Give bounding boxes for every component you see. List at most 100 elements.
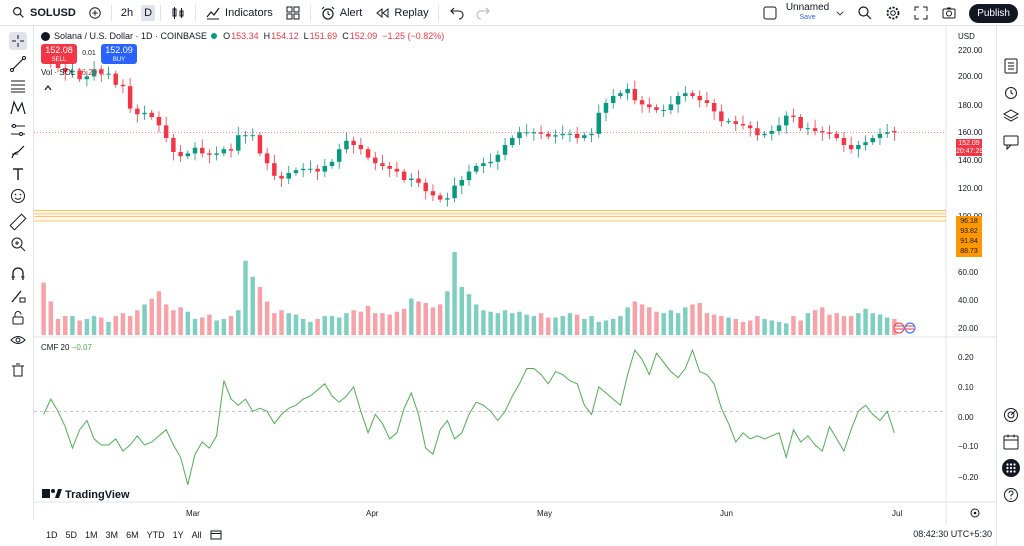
volume-axis[interactable]: 60.00 40.00 20.00 [958,268,979,333]
chart-type-button[interactable] [164,0,192,26]
layouts-button[interactable] [279,0,307,26]
price-axis[interactable]: USD 220.00 200.00 180.00 160.00 140.00 1… [958,32,983,221]
candle-body [55,61,61,68]
candle-body [610,96,616,103]
redo-button[interactable] [470,0,498,26]
fullscreen-button[interactable] [907,0,935,26]
publish-button[interactable]: Publish [969,3,1018,23]
range-5d-button[interactable]: 5D [65,530,78,540]
candle-body [185,153,191,157]
emoji-tool[interactable] [9,187,27,205]
volume-bar [279,310,284,335]
trend-line-tool[interactable] [9,55,27,73]
candle-body [870,138,875,143]
collapse-legend-button[interactable] [44,83,52,93]
candle-body [517,132,522,138]
alerts-button[interactable] [1002,83,1020,101]
candle-body [711,103,717,112]
help-button[interactable] [1002,486,1020,504]
sell-button[interactable]: 152.08 SELL [41,44,77,64]
quick-search-button[interactable] [851,0,879,26]
snapshot-button[interactable] [935,0,963,26]
date-range-button[interactable] [206,529,226,542]
stay-drawing-tool[interactable] [9,287,27,305]
replay-button[interactable]: Replay [368,0,434,26]
candle-body [459,180,465,186]
candle-body [553,135,558,137]
volume-bar [257,286,263,335]
brush-tool[interactable] [9,143,27,161]
patterns-tool[interactable] [9,99,27,117]
tradingview-logo[interactable]: TradingView [42,489,130,501]
chats-button[interactable] [1002,133,1020,151]
symbol-legend[interactable]: Solana / U.S. Dollar · 1D · COINBASE O 15… [41,31,449,41]
volume-bar [755,316,760,335]
zoom-tool[interactable] [9,235,27,253]
prediction-tool[interactable] [9,121,27,139]
cmf-legend-value: −0.07 [71,343,92,352]
candle-body [264,153,270,164]
symbol-search-button[interactable]: SOLUSD [0,0,82,26]
range-ytd-button[interactable]: YTD [146,530,165,540]
buy-button[interactable]: 152.09 BUY [101,44,137,64]
candle-body [171,138,176,152]
fib-retracement-tool[interactable] [9,77,27,95]
chart-canvas[interactable]: USD 220.00 200.00 180.00 160.00 140.00 1… [34,26,996,524]
time-axis[interactable]: Mar Apr May Jun Jul [186,509,902,518]
volume-bar [683,307,688,335]
change-value: −1.25 (−0.82%) [382,31,445,41]
current-price-tag: 152.09 20:47:29 [956,139,983,156]
range-1d-button[interactable]: 1D [46,530,58,540]
price-candles [41,49,897,207]
products-button[interactable] [1002,459,1020,477]
volume-bar [553,317,558,335]
indicators-button[interactable]: Indicators [199,0,279,26]
ideas-button[interactable] [1002,406,1020,424]
range-3m-button[interactable]: 3M [105,530,119,540]
candle-body [798,117,803,129]
compare-symbol-button[interactable] [82,0,108,26]
time-axis-settings[interactable] [970,508,980,518]
range-1m-button[interactable]: 1M [85,530,98,540]
volume-bar [423,302,428,335]
watchlist-button[interactable] [1002,57,1020,75]
range-1y-button[interactable]: 1Y [172,530,184,540]
text-tool[interactable] [9,165,27,183]
settings-button[interactable] [879,0,907,26]
hide-drawings-tool[interactable] [9,331,27,349]
candle-body [192,147,198,154]
level-value: 91.84 [960,238,978,245]
cmf-axis[interactable]: 0.20 0.10 0.00 −0.10 −0.20 [958,353,979,482]
volume-bar [106,321,111,335]
interval-2h-button[interactable]: 2h [120,6,134,19]
support-levels[interactable] [34,210,946,222]
undo-button[interactable] [442,0,470,26]
lock-drawings-tool[interactable] [9,309,27,327]
measure-tool[interactable] [9,213,27,231]
alert-button[interactable]: Alert [314,0,369,26]
trash-icon [12,363,24,377]
buy-label: BUY [112,57,126,63]
interval-d-button[interactable]: D [139,0,157,26]
candle-body [221,149,227,154]
layout-menu-button[interactable]: Unnamed Save [756,0,851,26]
cmf-legend[interactable]: CMF 20 −0.07 [41,343,92,352]
range-6m-button[interactable]: 6M [126,530,139,540]
crosshair-tool[interactable] [9,32,27,50]
calendar-button[interactable] [1002,433,1020,451]
volume-legend[interactable]: Vol · SOL 96.29 K [41,68,105,77]
event-flags[interactable] [893,322,916,334]
range-all-button[interactable]: All [191,530,202,540]
layout-name-block: Unnamed Save [786,3,829,23]
remove-drawings-tool[interactable] [9,361,27,379]
object-tree-button[interactable] [1002,107,1020,125]
candle-body [207,153,212,155]
clock-timezone[interactable]: 08:42:30 UTC+5:30 [913,529,992,539]
volume-bar [264,301,270,335]
candle-body [589,133,594,136]
volume-bar [827,314,832,335]
magnet-tool[interactable] [9,265,27,283]
camera-icon [942,7,956,19]
replay-label: Replay [394,6,429,19]
volume-bar [416,301,421,335]
